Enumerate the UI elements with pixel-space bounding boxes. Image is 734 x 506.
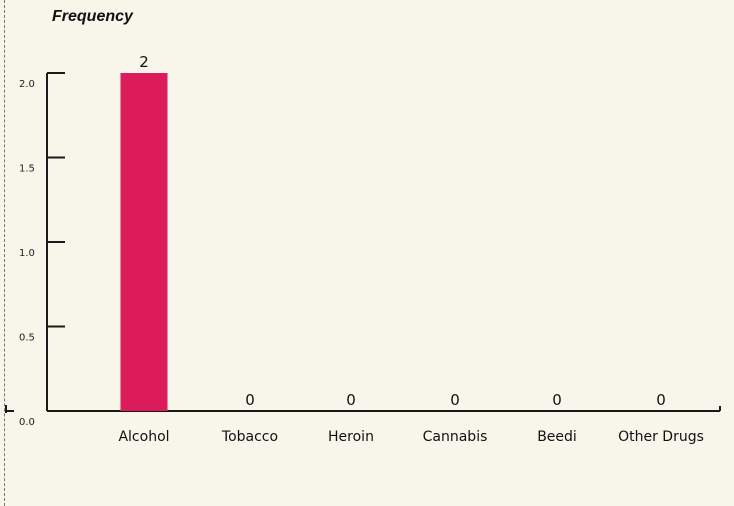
y-tick-label: 0.0 (19, 417, 35, 428)
y-tick-label: 1.5 (19, 164, 35, 175)
y-tick-label: 0.5 (19, 333, 35, 344)
bar-alcohol (120, 73, 168, 411)
y-tick-label: 2.0 (19, 79, 35, 90)
x-tick-label: Beedi (537, 429, 577, 445)
data-label: 2 (139, 53, 149, 71)
data-label: 0 (245, 391, 255, 409)
y-tick-label: 1.0 (19, 248, 35, 259)
x-tick-label: Heroin (328, 429, 374, 445)
data-label: 0 (552, 391, 562, 409)
data-label: 0 (656, 391, 666, 409)
x-tick-label: Cannabis (423, 429, 488, 445)
x-tick-label: Alcohol (118, 429, 169, 445)
data-label: 0 (346, 391, 356, 409)
chart-title: Frequency (52, 8, 133, 25)
x-tick-label: Tobacco (221, 429, 278, 445)
x-tick-label: Other Drugs (618, 429, 704, 445)
data-label: 0 (450, 391, 460, 409)
left-dotted-border (4, 0, 5, 506)
